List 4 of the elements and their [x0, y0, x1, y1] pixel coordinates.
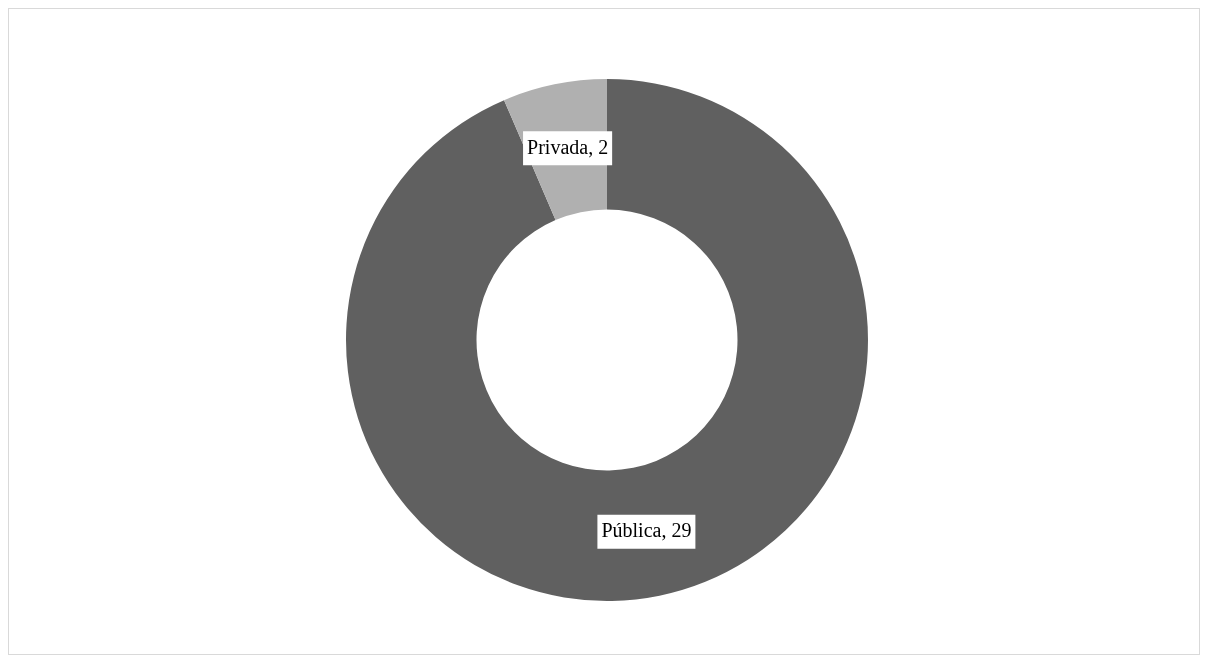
slice-label: Privada — [527, 135, 589, 158]
slice-label: Pública — [601, 518, 662, 541]
data-label: , 2 — [588, 135, 609, 158]
data-label: , 29 — [661, 518, 692, 541]
